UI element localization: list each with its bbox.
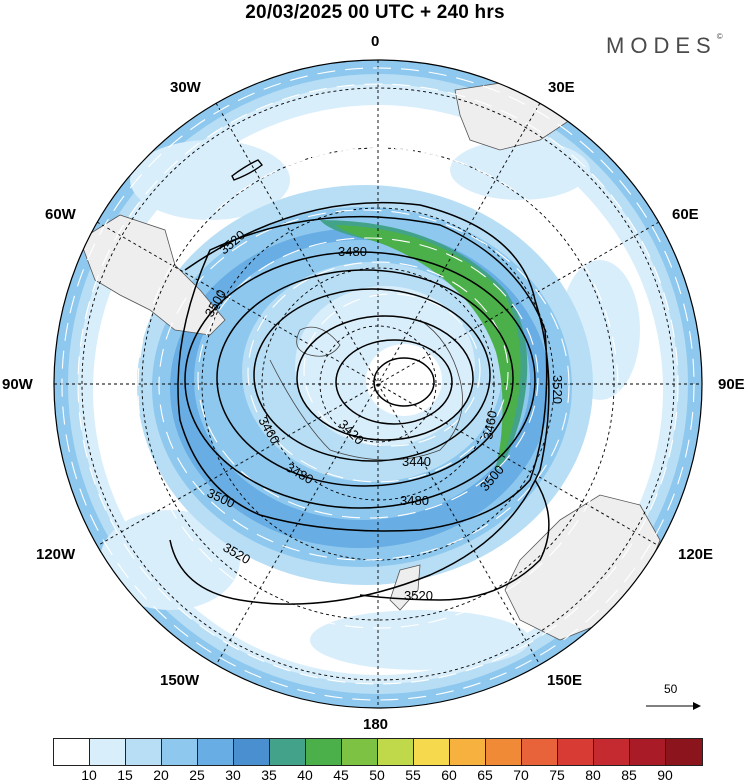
colorbar-cell (54, 739, 90, 765)
lon-label-120e: 120E (678, 546, 714, 563)
wind-scale-label: 50 (664, 682, 678, 696)
colorbar-cell (522, 739, 558, 765)
modes-logo: MODES© (606, 31, 723, 58)
colorbar-tick-label: 75 (549, 767, 565, 783)
colorbar-tick-label: 90 (657, 767, 673, 783)
colorbar-tick-label: 80 (585, 767, 601, 783)
colorbar-tick-label: 30 (225, 767, 241, 783)
map-title: 20/03/2025 00 UTC + 240 hrs (245, 2, 505, 23)
colorbar-cell (342, 739, 378, 765)
colorbar-tick-label: 60 (441, 767, 457, 783)
wind-vectors (61, 67, 695, 701)
lon-label-150w: 150W (160, 672, 200, 689)
lon-label-150e: 150E (547, 672, 583, 689)
colorbar-cell (306, 739, 342, 765)
lon-label-90e: 90E (718, 376, 745, 393)
height-contours (169, 201, 550, 605)
colorbar-tick-label: 65 (477, 767, 493, 783)
colorbar-cell (198, 739, 234, 765)
colorbar-cell (486, 739, 522, 765)
colorbar-tick-label: 70 (513, 767, 529, 783)
colorbar-tick-label: 35 (261, 767, 277, 783)
colorbar-cell (666, 739, 702, 765)
colorbar-cell (414, 739, 450, 765)
colorbar-cell (234, 739, 270, 765)
lon-label-60e: 60E (672, 206, 699, 223)
contour-label-3480-s: 3480 (400, 493, 429, 508)
colorbar-tick-label: 25 (189, 767, 205, 783)
lon-label-0: 0 (371, 33, 380, 50)
colorbar-tick-label: 40 (297, 767, 313, 783)
colorbar (53, 738, 703, 766)
colorbar-cell (594, 739, 630, 765)
lon-label-30w: 30W (170, 79, 201, 96)
contour-label-3520-s: 3520 (404, 588, 433, 603)
lon-label-180: 180 (363, 716, 389, 733)
colorbar-cell (450, 739, 486, 765)
contour-label-3480-n: 3480 (338, 244, 367, 259)
lon-label-60w: 60W (45, 206, 76, 223)
colorbar-cell (162, 739, 198, 765)
lon-label-30e: 30E (548, 79, 575, 96)
colorbar-cell (378, 739, 414, 765)
lon-label-120w: 120W (36, 546, 76, 563)
colorbar-tick-label: 55 (405, 767, 421, 783)
contour-label-3520-e: 3520 (550, 375, 565, 404)
colorbar-tick-label: 20 (153, 767, 169, 783)
colorbar-tick-label: 85 (621, 767, 637, 783)
map-border (53, 59, 703, 709)
contour-label-3460-e: 3460 (480, 409, 500, 440)
colorbar-tick-label: 10 (81, 767, 97, 783)
colorbar-cell (558, 739, 594, 765)
colorbar-cell (270, 739, 306, 765)
colorbar-cell (630, 739, 666, 765)
colorbar-tick-label: 50 (369, 767, 385, 783)
lon-label-90w: 90W (2, 376, 33, 393)
colorbar-cell (126, 739, 162, 765)
south-america-land (79, 214, 226, 336)
colorbar-tick-label: 45 (333, 767, 349, 783)
colorbar-cell (90, 739, 126, 765)
colorbar-tick-label: 15 (117, 767, 133, 783)
contour-label-3440: 3440 (402, 454, 431, 469)
